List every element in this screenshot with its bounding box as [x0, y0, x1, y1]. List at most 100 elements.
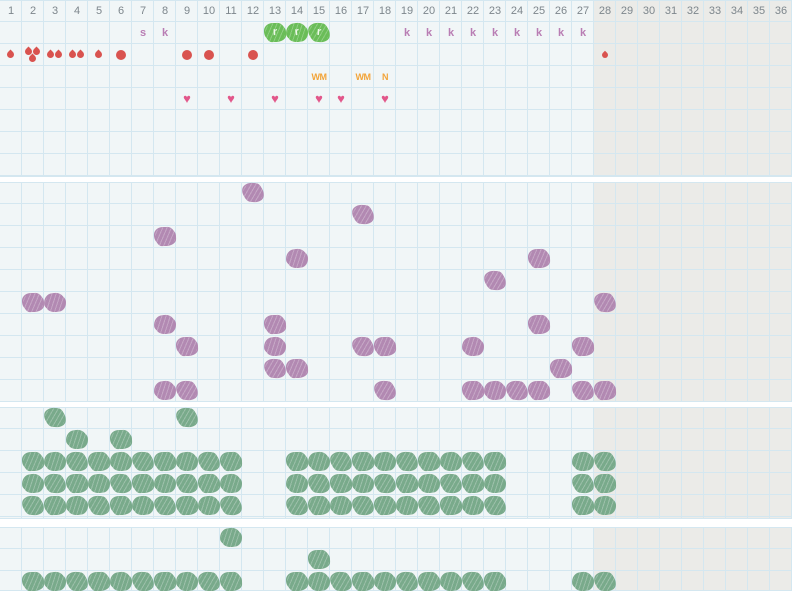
purple-blob-icon	[43, 291, 67, 314]
sage-blob-icon	[43, 450, 67, 473]
purple-blob-icon	[153, 313, 177, 336]
purple-blob-icon	[285, 247, 309, 270]
day-number: 25	[532, 5, 546, 17]
purple-blob-icon	[242, 182, 264, 203]
sage-blob-icon	[175, 570, 199, 591]
sage-blob-icon	[330, 473, 352, 494]
day-number: 1	[7, 5, 15, 17]
purple-blob-icon	[572, 380, 594, 401]
heart-icon: ♥	[271, 91, 279, 106]
sage-blob-icon	[22, 451, 44, 472]
scribble-letter-text: r	[272, 25, 278, 39]
sage-blob-icon	[484, 495, 506, 516]
sage-blob-icon	[219, 472, 243, 495]
sage-blob-icon	[572, 473, 594, 494]
sage-blob-icon	[462, 473, 484, 494]
sage-blob-icon	[396, 473, 418, 494]
purple-blob-icon	[176, 380, 198, 401]
sage-blob-icon	[484, 451, 506, 472]
day-number: 36	[774, 5, 788, 17]
sage-blob-icon	[66, 451, 88, 472]
green-scribble-r-icon: r	[285, 21, 309, 44]
sage-blob-icon	[352, 451, 374, 472]
drop-shape	[600, 50, 610, 60]
letter-k-mark: k	[557, 27, 565, 39]
purple-blob-icon	[352, 336, 374, 357]
purple-blob-icon	[374, 380, 396, 401]
day-number: 12	[246, 5, 260, 17]
sage-blob-icon	[44, 495, 66, 516]
section-divider	[0, 519, 792, 527]
sage-blob-icon	[176, 495, 198, 516]
period-dot-icon	[248, 50, 258, 60]
day-number: 19	[400, 5, 414, 17]
sage-blob-icon	[220, 495, 242, 516]
purple-blob-icon	[462, 380, 484, 401]
sage-blob-icon	[571, 450, 595, 473]
purple-blob-icon	[374, 336, 396, 357]
day-number: 6	[117, 5, 125, 17]
sage-blob-icon	[154, 571, 176, 591]
heart-icon: ♥	[315, 91, 323, 106]
day-number: 24	[510, 5, 524, 17]
sage-blob-icon	[572, 495, 594, 516]
sage-blob-icon	[43, 570, 67, 591]
sage-blob-icon	[22, 495, 44, 516]
letter-k-mark: k	[161, 27, 169, 39]
sage-blob-icon	[440, 473, 462, 494]
day-number: 7	[139, 5, 147, 17]
purple-blob-icon	[594, 380, 616, 401]
sage-blob-icon	[395, 494, 419, 517]
sage-blob-icon	[594, 571, 616, 591]
day-number: 35	[752, 5, 766, 17]
sage-blob-icon	[352, 571, 374, 591]
sage-blob-icon	[198, 451, 220, 472]
sage-blob-icon	[462, 451, 484, 472]
section-purple-marks	[0, 182, 792, 402]
sage-blob-icon	[110, 495, 132, 516]
sage-blob-icon	[286, 571, 308, 591]
sage-blob-icon	[66, 571, 88, 591]
purple-blob-icon	[461, 335, 485, 358]
sage-blob-icon	[461, 494, 485, 517]
section-green-marks-lower	[0, 527, 792, 591]
letter-k-mark: k	[535, 27, 543, 39]
heart-icon: ♥	[337, 91, 345, 106]
day-number: 3	[51, 5, 59, 17]
heart-icon: ♥	[183, 91, 191, 106]
sage-blob-icon	[220, 571, 242, 591]
day-number: 14	[290, 5, 304, 17]
letter-k-mark: k	[447, 27, 455, 39]
letter-k-mark: k	[403, 27, 411, 39]
letter-k-mark: k	[491, 27, 499, 39]
day-number: 32	[686, 5, 700, 17]
purple-blob-icon	[483, 379, 507, 402]
sage-blob-icon	[132, 473, 154, 494]
sage-blob-icon	[66, 473, 88, 494]
sage-blob-icon	[374, 473, 396, 494]
purple-blob-icon	[528, 380, 550, 401]
section-divider	[0, 402, 792, 407]
purple-blob-icon	[176, 336, 198, 357]
day-number: 22	[466, 5, 480, 17]
sage-blob-icon	[132, 451, 154, 472]
sage-blob-icon	[88, 451, 110, 472]
heart-icon: ♥	[227, 91, 235, 106]
day-number: 21	[444, 5, 458, 17]
sage-blob-icon	[351, 472, 375, 495]
sage-blob-icon	[593, 494, 617, 517]
purple-blob-icon	[594, 292, 616, 313]
section-divider	[0, 177, 792, 182]
sage-blob-icon	[308, 495, 330, 516]
sage-blob-icon	[439, 570, 463, 591]
sage-blob-icon	[285, 472, 309, 495]
sage-blob-icon	[175, 450, 199, 473]
sage-blob-icon	[220, 451, 242, 472]
sage-blob-icon	[307, 450, 331, 473]
sage-blob-icon	[153, 472, 177, 495]
day-number: 26	[554, 5, 568, 17]
day-number: 8	[161, 5, 169, 17]
sage-blob-icon	[594, 473, 616, 494]
sage-blob-icon	[286, 495, 308, 516]
sage-blob-icon	[440, 495, 462, 516]
